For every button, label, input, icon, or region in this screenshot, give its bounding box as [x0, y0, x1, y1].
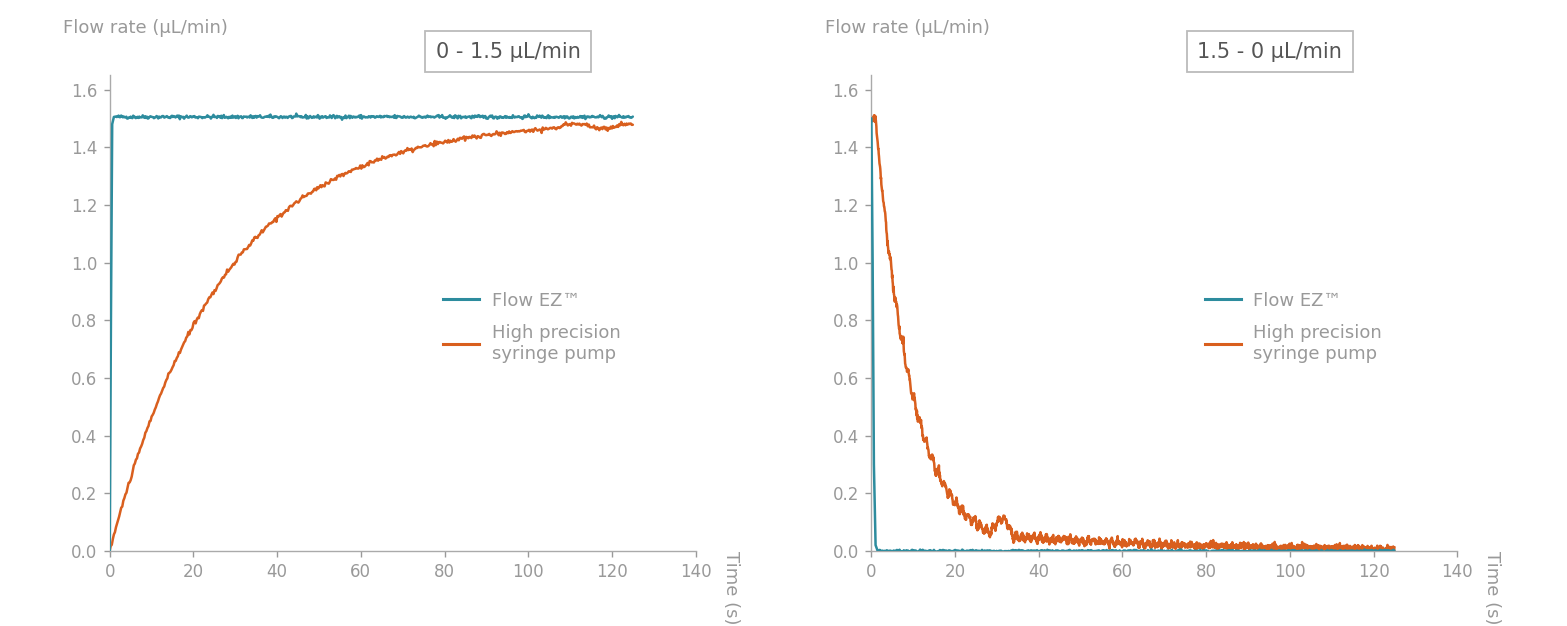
Text: 0 - 1.5 μL/min: 0 - 1.5 μL/min	[436, 42, 580, 62]
Legend: Flow EZ™, High precision
syringe pump: Flow EZ™, High precision syringe pump	[443, 292, 621, 363]
Text: Flow rate (μL/min): Flow rate (μL/min)	[63, 19, 227, 37]
Text: 1.5 - 0 μL/min: 1.5 - 0 μL/min	[1197, 42, 1343, 62]
Text: Flow rate (μL/min): Flow rate (μL/min)	[824, 19, 989, 37]
Text: Time (s): Time (s)	[1484, 551, 1501, 624]
Text: Time (s): Time (s)	[722, 551, 740, 624]
Legend: Flow EZ™, High precision
syringe pump: Flow EZ™, High precision syringe pump	[1205, 292, 1382, 363]
